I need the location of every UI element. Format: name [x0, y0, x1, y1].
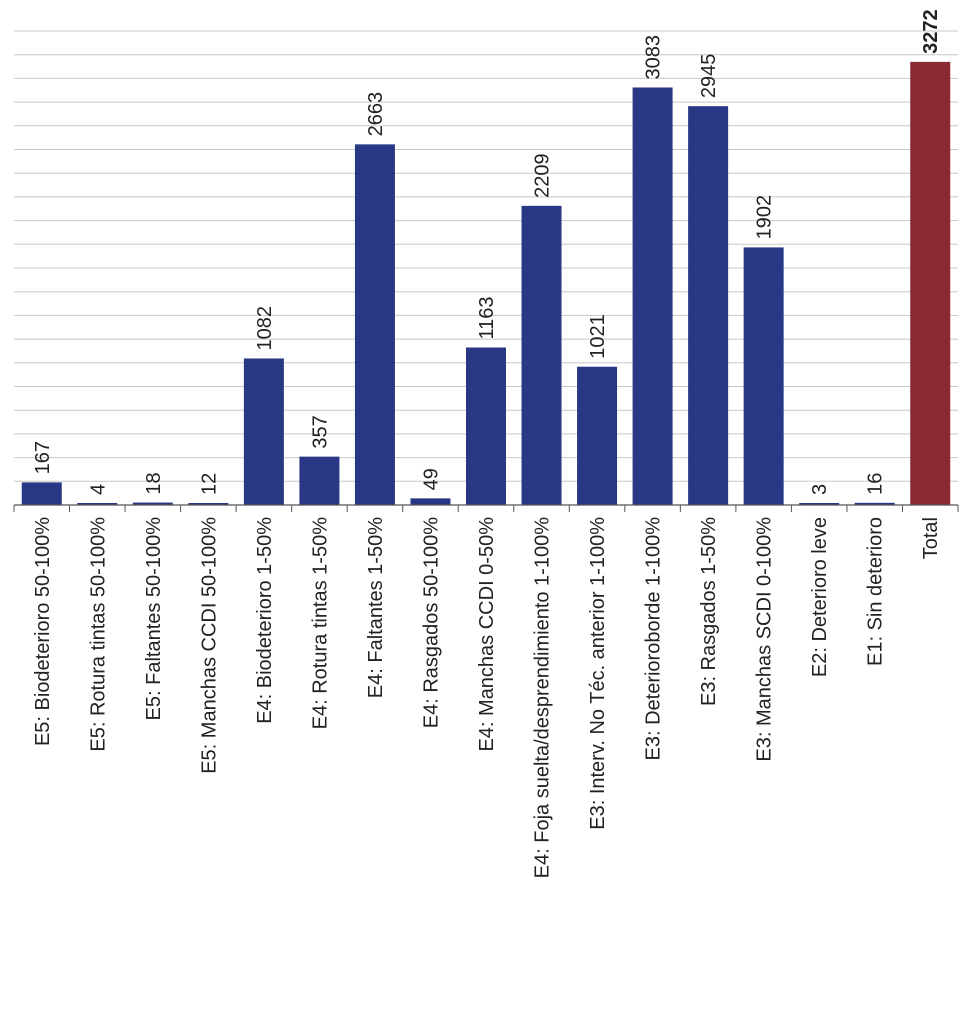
bar [77, 503, 118, 505]
category-label: E5: Faltantes 50-100% [143, 517, 165, 721]
data-label: 18 [143, 472, 165, 494]
data-label: 3083 [643, 35, 665, 80]
bar-total [910, 61, 951, 505]
bar [688, 106, 729, 506]
gridlines [14, 30, 958, 482]
category-label: E4: Manchas CCDI 0-50% [476, 517, 498, 752]
data-label: 357 [309, 415, 331, 448]
bar [21, 482, 62, 505]
category-label: E1: Sin deterioro [865, 517, 887, 666]
category-label: E3: Manchas SCDI 0-100% [754, 517, 776, 762]
bars [21, 61, 951, 506]
data-label: 1163 [476, 296, 498, 339]
category-label: E4: Rotura tintas 1-50% [309, 517, 331, 730]
data-label: 12 [198, 473, 220, 495]
bar [743, 247, 784, 505]
category-label: E2: Deterioro leve [809, 517, 831, 677]
category-labels: E5: Biodeterioro 50-100% E5: Rotura tinta… [32, 517, 942, 879]
data-label: 3 [809, 484, 831, 495]
category-label: E4: Foja suelta/desprendimiento 1-100% [532, 517, 554, 879]
bar [632, 87, 673, 505]
data-label: 1021 [587, 314, 609, 359]
data-label: 16 [865, 473, 887, 495]
bar [410, 498, 451, 505]
data-label: 2209 [532, 153, 554, 198]
bar [354, 144, 395, 506]
data-label: 1082 [254, 306, 276, 351]
bar [521, 205, 562, 505]
category-label: E4: Biodeterioro 1-50% [254, 517, 276, 724]
data-label: 49 [420, 468, 442, 490]
category-label: E3: Interv. No Téc. anterior 1-100% [587, 517, 609, 830]
category-label: E4: Rasgados 50-100% [420, 517, 442, 728]
bar [854, 502, 895, 505]
x-axis-ticks [13, 505, 959, 512]
data-label: 1902 [754, 195, 776, 240]
bar [577, 366, 618, 505]
data-label: 4 [87, 484, 109, 495]
bar [243, 358, 284, 505]
category-label: E3: Deterioroborde 1-100% [643, 517, 665, 761]
category-label: E5: Rotura tintas 50-100% [87, 517, 109, 752]
category-label: E5: Biodeterioro 50-100% [32, 517, 54, 746]
bar [299, 456, 340, 505]
data-label: 2945 [698, 54, 720, 99]
data-label: 2663 [365, 92, 387, 137]
data-label: 167 [32, 441, 54, 474]
bar [188, 503, 229, 505]
data-label-total: 3272 [920, 9, 942, 54]
value-labels: 167 4 18 12 1082 357 2663 49 1163 2209 1021 3083 294… [32, 9, 942, 495]
category-label: E3: Rasgados 1-50% [698, 517, 720, 706]
bar [132, 502, 173, 505]
category-label: E5: Manchas CCDI 50-100% [198, 517, 220, 774]
category-label: Total [920, 517, 942, 559]
bar [799, 503, 840, 505]
category-label: E4: Faltantes 1-50% [365, 517, 387, 698]
bar [466, 347, 506, 505]
